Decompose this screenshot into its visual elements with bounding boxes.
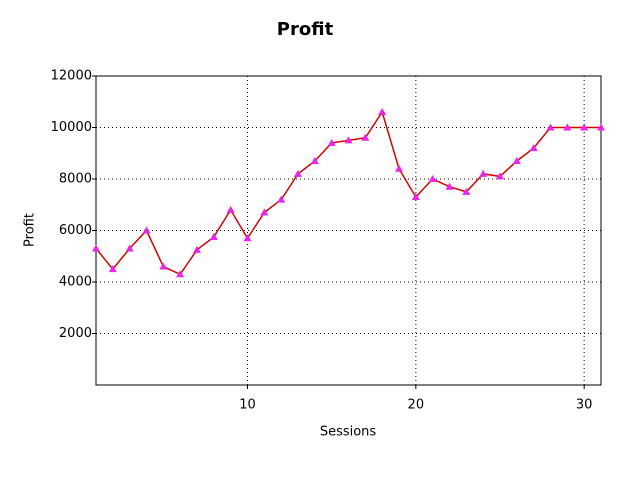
data-marker [310, 156, 319, 164]
data-marker [327, 138, 336, 146]
data-marker [580, 123, 589, 131]
y-tick-label: 2000 [59, 326, 92, 341]
x-tick-label: 20 [408, 398, 425, 413]
data-marker [108, 265, 117, 273]
y-axis-label: Profit [23, 213, 38, 247]
data-marker [529, 144, 538, 152]
data-marker [395, 164, 403, 172]
y-tick-label: 8000 [59, 172, 92, 187]
data-marker [512, 156, 521, 164]
data-marker [226, 205, 235, 213]
data-marker [260, 208, 269, 216]
data-marker [277, 195, 286, 203]
data-marker [193, 245, 201, 253]
data-marker [428, 175, 437, 182]
data-marker [176, 270, 185, 278]
data-marker [209, 232, 218, 240]
data-marker [496, 172, 504, 180]
data-marker [344, 136, 353, 144]
data-marker [597, 123, 605, 131]
data-marker [563, 123, 572, 131]
data-marker [92, 244, 100, 252]
y-tick-label: 10000 [51, 120, 92, 135]
data-marker [462, 187, 471, 195]
data-marker [411, 193, 420, 201]
y-tick-label: 12000 [51, 69, 92, 84]
y-tick-label: 4000 [59, 275, 92, 290]
data-marker [159, 262, 168, 270]
x-axis-label: Sessions [320, 425, 377, 440]
data-marker [243, 234, 252, 242]
data-marker [361, 133, 370, 141]
x-tick-label: 30 [576, 398, 593, 413]
data-marker [445, 182, 454, 190]
data-marker [125, 244, 134, 252]
data-marker [378, 108, 387, 116]
chart-title: Profit [277, 19, 334, 40]
data-marker [479, 169, 488, 177]
x-tick-label: 10 [239, 398, 256, 413]
data-marker [294, 169, 302, 177]
y-tick-label: 6000 [59, 223, 92, 238]
data-marker [546, 123, 555, 131]
data-marker [142, 226, 151, 234]
